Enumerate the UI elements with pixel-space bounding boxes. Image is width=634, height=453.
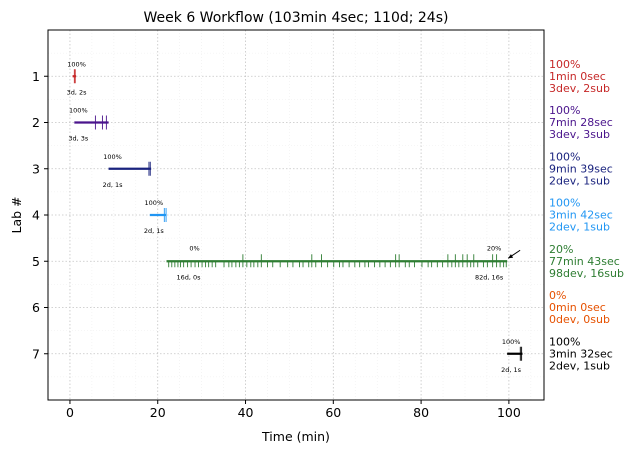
lab-5-series: 0% 16d, 0s 20% 82d, 16s [166, 244, 521, 281]
y-tick-label: 5 [32, 254, 40, 269]
x-axis-label: Time (min) [261, 429, 330, 444]
lab-6-summary-line: 0% [549, 289, 566, 302]
lab-7-summary-line: 2dev, 1sub [549, 359, 610, 372]
lab-3-percent-label: 100% [103, 153, 122, 161]
x-tick-label: 40 [238, 405, 254, 420]
lab-5-end-percent-label: 20% [487, 244, 501, 252]
lab-2-summary-line: 3dev, 3sub [549, 128, 610, 141]
lab-2-summary-line: 7min 28sec [549, 116, 613, 129]
lab-1-percent-label: 100% [67, 60, 86, 68]
x-tick-label: 80 [413, 405, 429, 420]
lab-2-counts-label: 3d, 3s [68, 135, 89, 143]
lab-3-summary-line: 2dev, 1sub [549, 174, 610, 187]
lab-2-summary-line: 100% [549, 104, 580, 117]
lab-5-percent-label: 0% [189, 244, 199, 252]
lab-1-counts-label: 3d, 2s [67, 88, 88, 96]
lab-2-percent-label: 100% [69, 107, 88, 115]
x-tick-label: 60 [325, 405, 341, 420]
lab-4-series: 100% 2d, 1s [144, 199, 167, 235]
y-axis-label: Lab # [9, 196, 24, 233]
lab-3-summary-line: 100% [549, 150, 580, 163]
x-tick-label: 20 [150, 405, 166, 420]
y-tick-label: 2 [32, 115, 40, 130]
lab-7-series: 100% 2d, 1s [501, 338, 523, 374]
lab-5-summary-line: 77min 43sec [549, 255, 620, 268]
lab-1-summary-line: 1min 0sec [549, 70, 606, 83]
lab-1-summary-line: 3dev, 2sub [549, 82, 610, 95]
lab-7-percent-label: 100% [502, 338, 521, 346]
lab-1-summary-line: 100% [549, 58, 580, 71]
y-tick-label: 4 [32, 208, 40, 223]
lab-4-summary-line: 3min 42sec [549, 209, 613, 222]
lab-3-counts-label: 2d, 1s [103, 181, 124, 189]
lab-6-summary-line: 0dev, 0sub [549, 313, 610, 326]
lab-7-counts-label: 2d, 1s [501, 366, 522, 374]
axes: 0 20 40 60 80 100 1 2 3 4 5 6 7 [32, 69, 521, 420]
lab-7-summary-line: 100% [549, 335, 580, 348]
chart-title: Week 6 Workflow (103min 4sec; 110d; 24s) [144, 10, 449, 26]
lab-6-summary-line: 0min 0sec [549, 301, 606, 314]
grid [47, 30, 544, 400]
y-tick-label: 7 [32, 346, 40, 361]
lab-4-summary-line: 2dev, 1sub [549, 221, 610, 234]
lab-7-summary-line: 3min 32sec [549, 347, 613, 360]
end-arrow-head [508, 254, 514, 259]
lab-3-series: 100% 2d, 1s [103, 153, 152, 189]
x-tick-label: 100 [497, 405, 521, 420]
y-tick-label: 6 [32, 300, 40, 315]
lab-4-counts-label: 2d, 1s [144, 227, 165, 235]
x-tick-label: 0 [66, 405, 74, 420]
y-tick-label: 1 [32, 69, 40, 84]
lab-3-summary-line: 9min 39sec [549, 162, 613, 175]
lab-1-series: 100% 3d, 2s [67, 60, 88, 96]
lab-5-summary-line: 98dev, 16sub [549, 267, 624, 280]
lab-5-end-counts-label: 82d, 16s [475, 273, 504, 281]
lab-5-summary-line: 20% [549, 243, 573, 256]
lab-5-counts-label: 16d, 0s [176, 273, 201, 281]
lab-4-summary-line: 100% [549, 197, 580, 210]
lab-2-series: 100% 3d, 3s [68, 107, 109, 143]
data-marks: 100% 3d, 2s 100% 3d, 3s 100% 2d, 1s 100% 2d, 1s… [67, 60, 523, 374]
y-tick-label: 3 [32, 161, 40, 176]
lab-4-percent-label: 100% [145, 199, 164, 207]
